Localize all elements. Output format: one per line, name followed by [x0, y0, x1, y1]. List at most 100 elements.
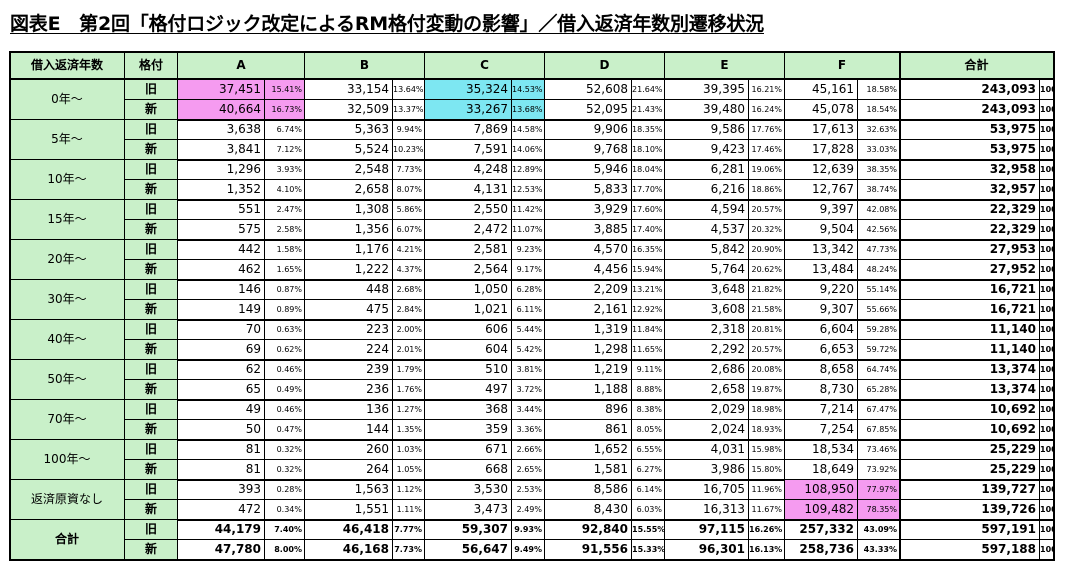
- count-cell: 92,840: [545, 520, 632, 540]
- count-cell: 1,356: [305, 220, 393, 240]
- rating-kind-label: 新: [125, 140, 178, 160]
- share-cell: 1.65%: [265, 260, 305, 280]
- count-cell: 108,950: [785, 480, 858, 500]
- group-label: 5年～: [10, 120, 125, 160]
- share-cell: 0.32%: [265, 460, 305, 480]
- share-cell: 18.93%: [749, 420, 785, 440]
- count-cell: 16,705: [665, 480, 749, 500]
- count-cell: 39,480: [665, 100, 749, 120]
- share-cell: 42.56%: [858, 220, 900, 240]
- count-cell: 6,653: [785, 340, 858, 360]
- total-share-cell: 100%: [1040, 520, 1054, 540]
- share-cell: 5.86%: [393, 200, 425, 220]
- count-cell: 4,594: [665, 200, 749, 220]
- share-cell: 2.49%: [512, 500, 545, 520]
- share-cell: 9.49%: [512, 540, 545, 560]
- count-cell: 45,161: [785, 80, 858, 100]
- group-divider: [10, 199, 1054, 201]
- group-divider: [10, 439, 1054, 441]
- count-cell: 65: [178, 380, 265, 400]
- share-cell: 9.93%: [512, 520, 545, 540]
- count-cell: 2,209: [545, 280, 632, 300]
- count-cell: 96,301: [665, 540, 749, 560]
- count-cell: 144: [305, 420, 393, 440]
- share-cell: 1.05%: [393, 460, 425, 480]
- count-cell: 5,946: [545, 160, 632, 180]
- share-cell: 0.63%: [265, 320, 305, 340]
- share-cell: 1.03%: [393, 440, 425, 460]
- share-cell: 11.42%: [512, 200, 545, 220]
- share-cell: 8.38%: [632, 400, 665, 420]
- share-cell: 10.23%: [393, 140, 425, 160]
- share-cell: 20.90%: [749, 240, 785, 260]
- group-divider: [10, 239, 1054, 241]
- count-cell: 46,418: [305, 520, 393, 540]
- share-cell: 21.58%: [749, 300, 785, 320]
- share-cell: 2.68%: [393, 280, 425, 300]
- count-cell: 81: [178, 440, 265, 460]
- count-cell: 359: [425, 420, 512, 440]
- total-share-cell: 100%: [1040, 420, 1054, 440]
- count-cell: 97,115: [665, 520, 749, 540]
- group-divider: [10, 119, 1054, 121]
- count-cell: 1,188: [545, 380, 632, 400]
- share-cell: 55.66%: [858, 300, 900, 320]
- count-cell: 497: [425, 380, 512, 400]
- header-total: 合計: [900, 52, 1054, 79]
- share-cell: 3.36%: [512, 420, 545, 440]
- total-share-cell: 100%: [1040, 360, 1054, 380]
- share-cell: 8.88%: [632, 380, 665, 400]
- count-cell: 575: [178, 220, 265, 240]
- share-cell: 9.94%: [393, 120, 425, 140]
- count-cell: 2,548: [305, 160, 393, 180]
- share-cell: 0.28%: [265, 480, 305, 500]
- count-cell: 2,658: [665, 380, 749, 400]
- group-label: 0年～: [10, 80, 125, 120]
- share-cell: 18.58%: [858, 80, 900, 100]
- share-cell: 9.11%: [632, 360, 665, 380]
- share-cell: 17.60%: [632, 200, 665, 220]
- share-cell: 11.65%: [632, 340, 665, 360]
- rating-kind-label: 新: [125, 300, 178, 320]
- count-cell: 3,473: [425, 500, 512, 520]
- share-cell: 16.26%: [749, 520, 785, 540]
- share-cell: 7.73%: [393, 160, 425, 180]
- share-cell: 18.98%: [749, 400, 785, 420]
- total-count-cell: 139,726: [900, 500, 1040, 520]
- count-cell: 12,639: [785, 160, 858, 180]
- share-cell: 42.08%: [858, 200, 900, 220]
- share-cell: 32.63%: [858, 120, 900, 140]
- group-divider: [10, 159, 1054, 161]
- share-cell: 5.44%: [512, 320, 545, 340]
- group-divider: [10, 279, 1054, 281]
- total-share-cell: 100%: [1040, 240, 1054, 260]
- count-cell: 7,869: [425, 120, 512, 140]
- share-cell: 1.58%: [265, 240, 305, 260]
- total-count-cell: 16,721: [900, 280, 1040, 300]
- count-cell: 4,031: [665, 440, 749, 460]
- group-label: 10年～: [10, 160, 125, 200]
- total-share-cell: 100%: [1040, 540, 1054, 560]
- share-cell: 18.35%: [632, 120, 665, 140]
- share-cell: 17.76%: [749, 120, 785, 140]
- count-cell: 35,324: [425, 80, 512, 100]
- count-cell: 668: [425, 460, 512, 480]
- count-cell: 2,024: [665, 420, 749, 440]
- count-cell: 4,248: [425, 160, 512, 180]
- share-cell: 2.00%: [393, 320, 425, 340]
- share-cell: 14.06%: [512, 140, 545, 160]
- count-cell: 17,828: [785, 140, 858, 160]
- total-count-cell: 13,374: [900, 380, 1040, 400]
- count-cell: 475: [305, 300, 393, 320]
- total-share-cell: 100%: [1040, 80, 1054, 100]
- total-share-cell: 100%: [1040, 160, 1054, 180]
- group-label: 100年～: [10, 440, 125, 480]
- count-cell: 9,768: [545, 140, 632, 160]
- count-cell: 62: [178, 360, 265, 380]
- count-cell: 1,050: [425, 280, 512, 300]
- share-cell: 33.03%: [858, 140, 900, 160]
- share-cell: 7.40%: [265, 520, 305, 540]
- count-cell: 462: [178, 260, 265, 280]
- total-count-cell: 53,975: [900, 120, 1040, 140]
